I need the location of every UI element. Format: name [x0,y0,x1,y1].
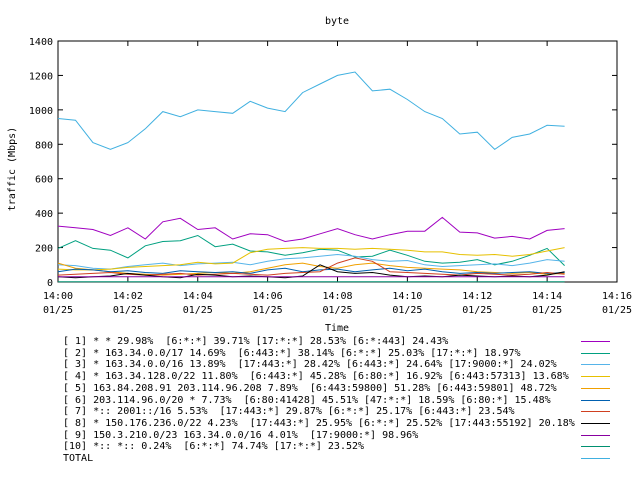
y-tick-label: 1200 [29,71,53,82]
plot-frame [57,40,618,283]
y-tick-label: 600 [35,175,53,186]
x-tick-label-date: 01/25 [322,305,352,316]
x-tick-label-date: 01/25 [43,305,73,316]
y-axis-label: traffic (Mbps) [7,127,18,211]
x-tick-label-time: 14:16 [602,291,632,302]
x-tick-label-time: 14:08 [322,291,352,302]
x-tick-label-date: 01/25 [392,305,422,316]
y-tick-label: 400 [35,209,53,220]
x-tick-label-time: 14:02 [113,291,143,302]
x-axis-label: Time [325,323,349,334]
y-tick-label: 800 [35,140,53,151]
series-line-2 [57,234,565,266]
x-tick-label-date: 01/25 [602,305,632,316]
series-line-3 [57,253,565,270]
y-tick-label: 1000 [29,106,53,117]
x-tick-label-date: 01/25 [532,305,562,316]
y-tick-label: 1400 [29,37,53,48]
x-tick-label-time: 14:04 [183,291,213,302]
y-tick-label: 200 [35,244,53,255]
x-tick-label-date: 01/25 [462,305,492,316]
series-layer [57,71,565,283]
x-tick-label-date: 01/25 [183,305,213,316]
x-tick-label-time: 14:12 [462,291,492,302]
x-tick-label-time: 14:06 [253,291,283,302]
x-tick-label-date: 01/25 [113,305,143,316]
x-tick-label-date: 01/25 [253,305,283,316]
series-line-5 [57,262,565,276]
series-line-8 [57,264,565,279]
series-line-11 [57,71,565,151]
series-line-1 [57,216,565,243]
x-tick-label-time: 14:10 [392,291,422,302]
y-tick-label: 0 [47,278,53,289]
x-tick-label-time: 14:00 [43,291,73,302]
x-tick-label-time: 14:14 [532,291,562,302]
chart-title: byte [325,16,349,27]
series-line-4 [57,247,565,271]
